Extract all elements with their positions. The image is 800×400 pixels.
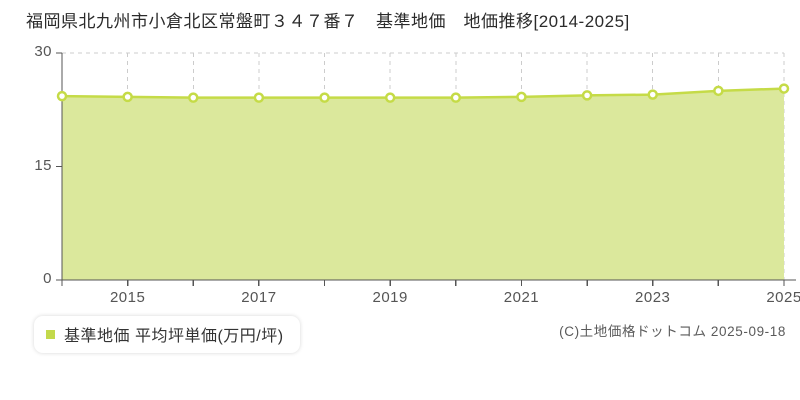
y-axis-tick-label: 0: [43, 270, 52, 287]
area-fill: [62, 88, 784, 281]
data-point[interactable]: [188, 92, 199, 103]
data-point[interactable]: [253, 92, 265, 103]
y-axis-tick-label: 15: [34, 156, 52, 174]
x-axis-tick-label: 2019: [372, 289, 408, 306]
data-point[interactable]: [778, 83, 790, 94]
x-axis-tick-label: 2023: [635, 289, 671, 306]
series-line: [60, 87, 786, 99]
data-point[interactable]: [581, 90, 593, 101]
data-point[interactable]: [122, 91, 133, 103]
data-point[interactable]: [384, 92, 396, 103]
data-point[interactable]: [319, 92, 330, 103]
data-point[interactable]: [713, 85, 724, 97]
x-axis-tick-label: 2025: [766, 289, 800, 306]
y-axis-tick-label: 30: [34, 43, 52, 60]
chart-legend[interactable]: 基準地価 平均坪単価(万円/坪): [34, 316, 300, 353]
x-axis-tick-label: 2015: [109, 289, 146, 306]
data-point[interactable]: [516, 91, 527, 103]
data-point[interactable]: [56, 90, 68, 102]
x-axis-tick-label: 2021: [503, 289, 540, 306]
page-title: 福岡県北九州市小倉北区常盤町３４７番７ 基準地価 地価推移[2014-2025]: [26, 12, 630, 31]
data-point[interactable]: [647, 89, 658, 100]
data-point[interactable]: [450, 92, 462, 103]
x-axis-tick-label: 2017: [241, 289, 277, 306]
copyright-credit: (C)土地価格ドットコム 2025-09-18: [559, 324, 786, 339]
legend-color-swatch: [46, 329, 55, 339]
legend-item-label: 基準地価 平均坪単価(万円/坪): [64, 328, 284, 345]
